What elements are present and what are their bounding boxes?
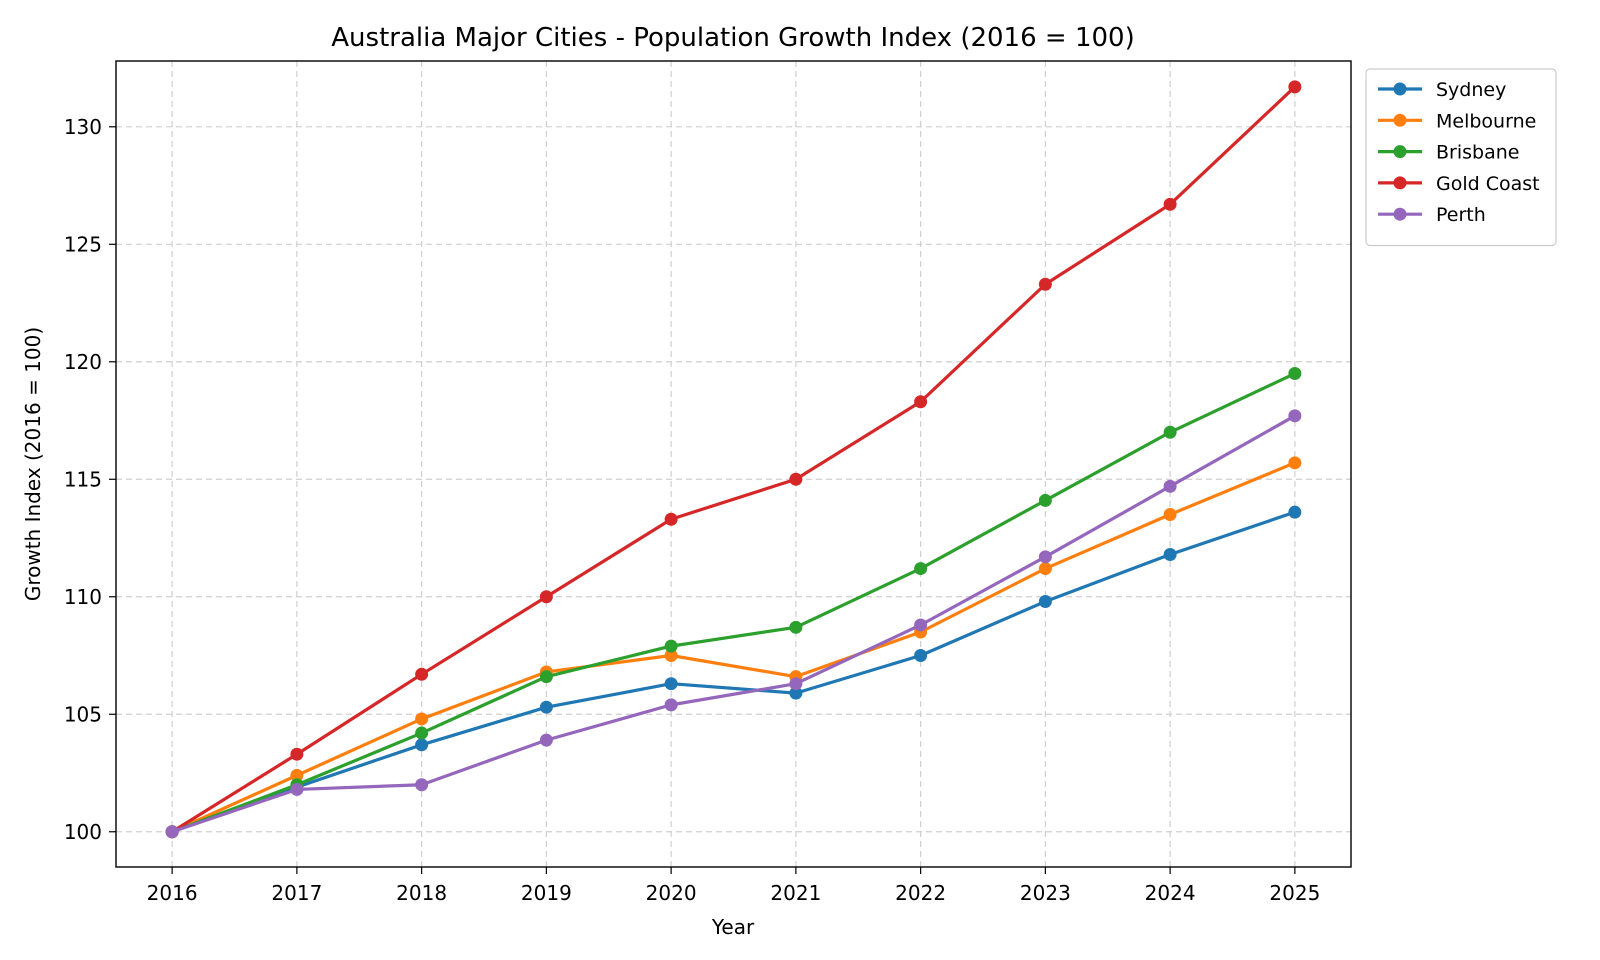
legend-label-gold-coast: Gold Coast [1436,173,1540,195]
x-tick-label: 2019 [521,881,572,905]
data-point-perth [165,825,179,839]
legend-swatch-marker-sydney [1393,82,1407,96]
legend-swatch-marker-gold-coast [1393,176,1407,190]
y-tick-label: 105 [64,702,102,726]
legend-swatch-marker-brisbane [1393,145,1407,159]
legend-swatch-marker-melbourne [1393,113,1407,127]
x-axis-label: Year [711,915,755,939]
y-tick-label: 120 [64,350,102,374]
x-tick-label: 2017 [271,881,322,905]
data-point-sydney [415,738,429,752]
legend-label-perth: Perth [1436,204,1486,226]
x-tick-label: 2020 [646,881,697,905]
data-point-melbourne [1163,508,1177,522]
data-point-melbourne [415,712,429,726]
data-point-sydney [664,677,678,691]
data-point-gold-coast [789,472,803,486]
x-tick-label: 2021 [770,881,821,905]
legend: Sydney Melbourne Brisbane Gold Coast Perth [1365,68,1557,247]
data-point-perth [789,677,803,691]
series-line-brisbane [170,371,1297,834]
data-point-brisbane [539,670,553,684]
data-point-melbourne [290,768,304,782]
data-point-sydney [1038,594,1052,608]
data-point-gold-coast [664,512,678,526]
series-line-sydney [170,510,1297,834]
data-point-melbourne [1288,456,1302,470]
data-point-perth [664,698,678,712]
data-point-gold-coast [415,667,429,681]
series-layer [165,80,1302,839]
data-point-gold-coast [914,395,928,409]
chart-title: Australia Major Cities - Population Grow… [331,23,1134,53]
x-tick-label: 2025 [1269,881,1320,905]
data-point-gold-coast [1288,80,1302,94]
data-point-melbourne [664,649,678,663]
data-point-brisbane [914,562,928,576]
data-point-perth [914,618,928,632]
tick-layer: 2016 2017 2018 2019 2020 2021 2022 2023 2024 2025… [64,115,1321,905]
y-axis-label: Growth Index (2016 = 100) [21,327,45,601]
series-line-melbourne [170,461,1297,834]
series-line-perth [170,414,1297,834]
data-point-perth [539,733,553,747]
legend-box [1365,68,1557,247]
legend-label-melbourne: Melbourne [1436,110,1536,132]
data-point-sydney [1163,547,1177,561]
data-point-perth [1288,409,1302,423]
data-point-melbourne [1038,562,1052,576]
x-tick-label: 2023 [1020,881,1071,905]
legend-swatch-marker-perth [1393,207,1407,221]
data-point-brisbane [415,726,429,740]
legend-label-sydney: Sydney [1436,79,1506,101]
data-point-perth [1163,479,1177,493]
data-point-sydney [789,686,803,700]
data-point-sydney [914,649,928,663]
data-point-brisbane [1163,425,1177,439]
series-line-gold-coast [170,85,1297,834]
y-tick-label: 125 [64,232,102,256]
x-tick-label: 2018 [396,881,447,905]
data-point-brisbane [1038,493,1052,507]
grid-layer [116,61,1351,867]
x-tick-label: 2022 [895,881,946,905]
data-point-gold-coast [539,590,553,604]
data-point-perth [415,778,429,792]
y-tick-label: 115 [64,467,102,491]
data-point-perth [290,782,304,796]
y-tick-label: 130 [64,115,102,139]
data-point-perth [1038,550,1052,564]
plot-area-frame [115,60,1352,868]
data-point-sydney [539,700,553,714]
legend-label-brisbane: Brisbane [1436,142,1519,164]
data-point-brisbane [789,620,803,634]
data-point-gold-coast [1163,197,1177,211]
y-tick-label: 110 [64,585,102,609]
data-point-gold-coast [1038,277,1052,291]
y-tick-label: 100 [64,820,102,844]
data-point-sydney [1288,505,1302,519]
x-tick-label: 2016 [147,881,198,905]
x-tick-label: 2024 [1145,881,1196,905]
data-point-brisbane [664,639,678,653]
data-point-brisbane [1288,367,1302,381]
data-point-gold-coast [290,747,304,761]
